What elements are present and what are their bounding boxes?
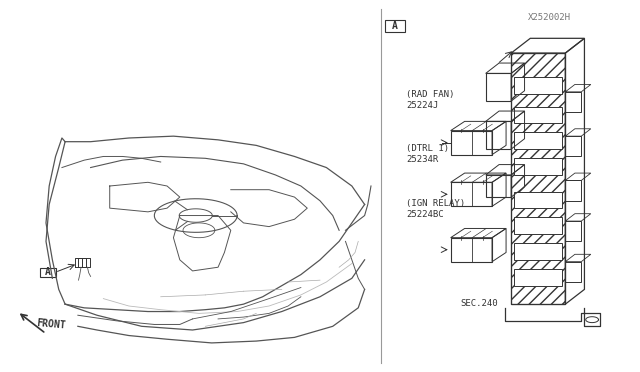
Polygon shape xyxy=(515,77,562,94)
Polygon shape xyxy=(515,107,562,123)
Text: 25224BC: 25224BC xyxy=(406,211,444,219)
Text: (IGN RELAY): (IGN RELAY) xyxy=(406,199,465,208)
Text: A: A xyxy=(392,21,398,31)
Polygon shape xyxy=(515,243,562,260)
Text: A: A xyxy=(45,267,51,278)
Polygon shape xyxy=(515,158,562,175)
Polygon shape xyxy=(515,217,562,234)
FancyBboxPatch shape xyxy=(40,267,56,277)
FancyBboxPatch shape xyxy=(385,20,405,32)
Text: 25224J: 25224J xyxy=(406,102,438,110)
Polygon shape xyxy=(515,132,562,149)
Text: X252002H: X252002H xyxy=(528,13,571,22)
Polygon shape xyxy=(515,192,562,208)
Text: (RAD FAN): (RAD FAN) xyxy=(406,90,454,99)
Text: 25234R: 25234R xyxy=(406,155,438,164)
Text: (DTRL 1): (DTRL 1) xyxy=(406,144,449,153)
Polygon shape xyxy=(515,269,562,286)
Text: FRONT: FRONT xyxy=(36,318,67,330)
Text: SEC.240: SEC.240 xyxy=(460,299,498,308)
